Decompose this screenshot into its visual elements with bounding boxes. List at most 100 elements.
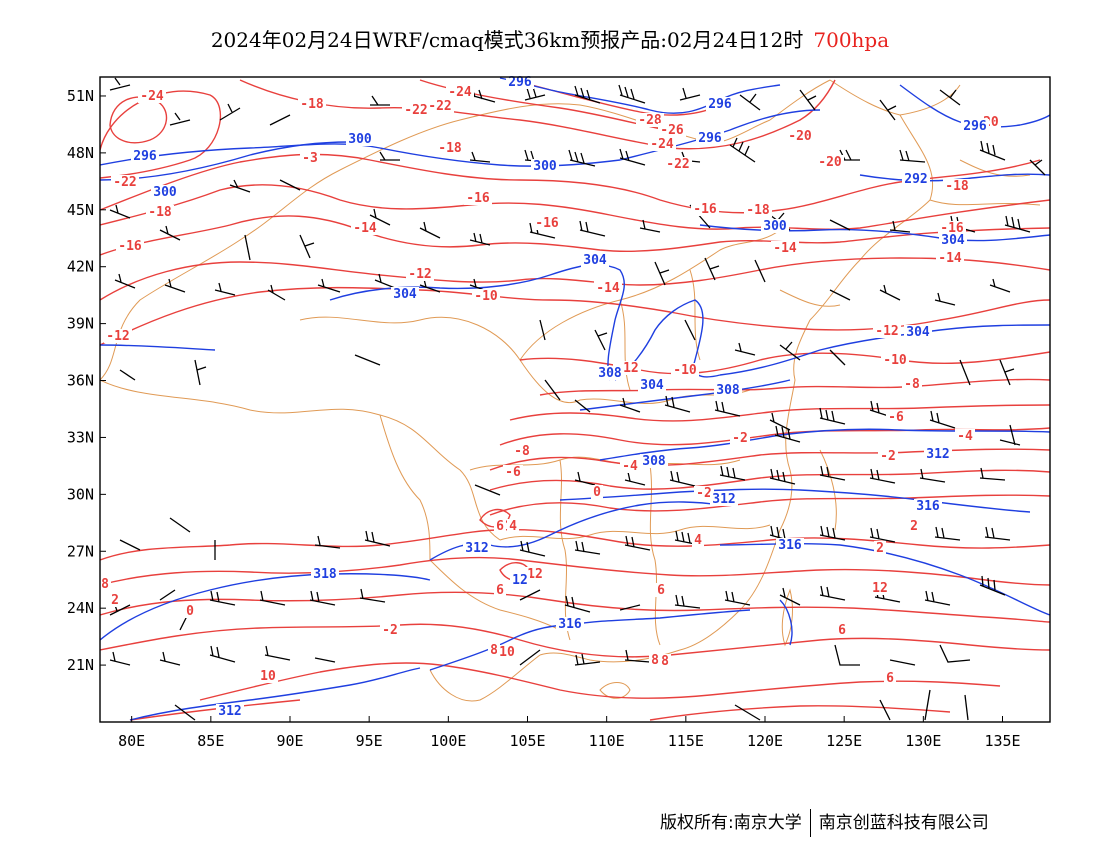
lon-tick-label: 100E (430, 732, 466, 750)
temperature-label-bg (671, 363, 699, 377)
temperature-label-bg (902, 377, 922, 391)
wind-barb-icon (639, 219, 661, 233)
wind-barb-icon (929, 410, 956, 429)
temperature-label: 12 (527, 567, 543, 582)
wind-barb-icon (574, 540, 601, 555)
height-label-bg (961, 119, 989, 133)
temperature-label: -22 (113, 175, 136, 190)
height-label: 316 (558, 617, 582, 632)
wind-barb-icon (924, 590, 951, 606)
wind-barb-icon (374, 273, 396, 289)
wind-barb-icon (879, 699, 891, 721)
wind-barb-icon (619, 148, 646, 166)
wind-barb-icon (109, 204, 131, 219)
height-label: 304 (906, 325, 930, 340)
temperature-label-bg (507, 519, 519, 533)
wind-barb-icon (769, 412, 791, 431)
wind-barb-icon (419, 221, 441, 239)
wind-barb-icon (889, 220, 911, 233)
lon-tick-label: 85E (197, 732, 224, 750)
height-label: 292 (904, 172, 927, 187)
wind-barb-icon (370, 95, 390, 106)
temperature-label-bg (648, 137, 676, 151)
wind-barb-icon (1029, 159, 1046, 176)
temperature-label-bg (351, 221, 379, 235)
height-label: 304 (583, 253, 607, 268)
lon-tick-label: 110E (589, 732, 625, 750)
wind-barb-icon (624, 535, 651, 551)
wind-barb-icon (169, 517, 191, 533)
temperature-label: -14 (938, 251, 962, 266)
height-label-bg (556, 617, 584, 631)
wind-barb-icon (244, 234, 251, 261)
temperature-label-bg (938, 221, 966, 235)
wind-barb-icon (714, 400, 741, 417)
wind-barb-icon (1004, 215, 1031, 233)
wind-barb-icon (354, 354, 381, 366)
wind-barb-icon (979, 467, 1006, 481)
wind-barb-icon (624, 649, 651, 663)
height-label: 308 (642, 454, 666, 469)
wind-barb-icon (829, 349, 846, 366)
temperature-label: -14 (773, 241, 797, 256)
height-label-bg (391, 287, 419, 301)
wind-barb-icon (719, 465, 746, 481)
wind-barb-icon (544, 379, 561, 401)
height-label-bg (638, 378, 666, 392)
height-label-bg (902, 172, 930, 186)
temperature-label-bg (786, 129, 814, 143)
temperature-label: -26 (660, 123, 684, 138)
wind-barb-icon (159, 589, 176, 601)
temperature-label: -18 (438, 141, 462, 156)
height-label: 300 (533, 159, 557, 174)
wind-barb-icon (209, 645, 236, 663)
temperature-label: 4 (509, 519, 517, 534)
temperature-label-bg (655, 583, 667, 597)
wind-barb-icon (119, 369, 136, 381)
height-label: 304 (941, 233, 965, 248)
wind-barb-icon (964, 694, 969, 721)
temperature-label-bg (955, 429, 975, 443)
height-label: 296 (708, 97, 732, 112)
lat-tick-label: 36N (67, 372, 94, 390)
temperature-label-bg (446, 85, 474, 99)
temperature-label-bg (744, 203, 772, 217)
wind-barb-icon (269, 114, 291, 126)
wind-barb-icon (229, 179, 251, 193)
temperature-label-bg (886, 410, 906, 424)
lon-tick-label: 80E (118, 732, 145, 750)
temperature-label: -12 (875, 324, 898, 339)
wind-barb-icon (819, 407, 846, 425)
temperature-label-bg (881, 353, 909, 367)
temperature-label-bg (620, 459, 640, 473)
temperature-label-bg (258, 669, 278, 683)
wind-barb-icon (734, 704, 761, 721)
temperature-label: -3 (302, 151, 318, 166)
lat-tick-label: 48N (67, 144, 94, 162)
temperature-label: -4 (622, 459, 638, 474)
latitude-axis: 51N 48N 45N 42N 39N 36N 33N 30N 27N 24N 21N (67, 87, 106, 674)
temperature-label-bg (503, 465, 523, 479)
height-label: 312 (712, 492, 735, 507)
temperature-label: 10 (260, 669, 276, 684)
wind-barb-icon (519, 540, 546, 557)
height-label: 308 (598, 366, 622, 381)
temperature-label: -2 (732, 431, 748, 446)
temperature-label-bg (99, 577, 111, 591)
wind-barb-icon (267, 284, 286, 301)
temperature-label: -4 (957, 429, 973, 444)
temperature-label-bg (138, 89, 166, 103)
height-label-bg (904, 325, 932, 339)
height-label-bg (776, 538, 804, 552)
wind-barb-icon (309, 590, 336, 606)
height-label: 296 (133, 149, 157, 164)
wind-barb-icon (669, 470, 696, 487)
height-label: 296 (698, 131, 722, 146)
temperature-label-bg (184, 604, 196, 618)
title-level: 700hpa (813, 28, 890, 52)
longitude-axis: 80E 85E 90E 95E 100E 105E 110E 115E 120E 125E 130E… (118, 716, 1021, 750)
wind-barb-icon (194, 359, 207, 386)
temperature-label: -20 (788, 129, 812, 144)
wind-barb-icon (619, 604, 641, 611)
temperature-label: -8 (904, 377, 920, 392)
